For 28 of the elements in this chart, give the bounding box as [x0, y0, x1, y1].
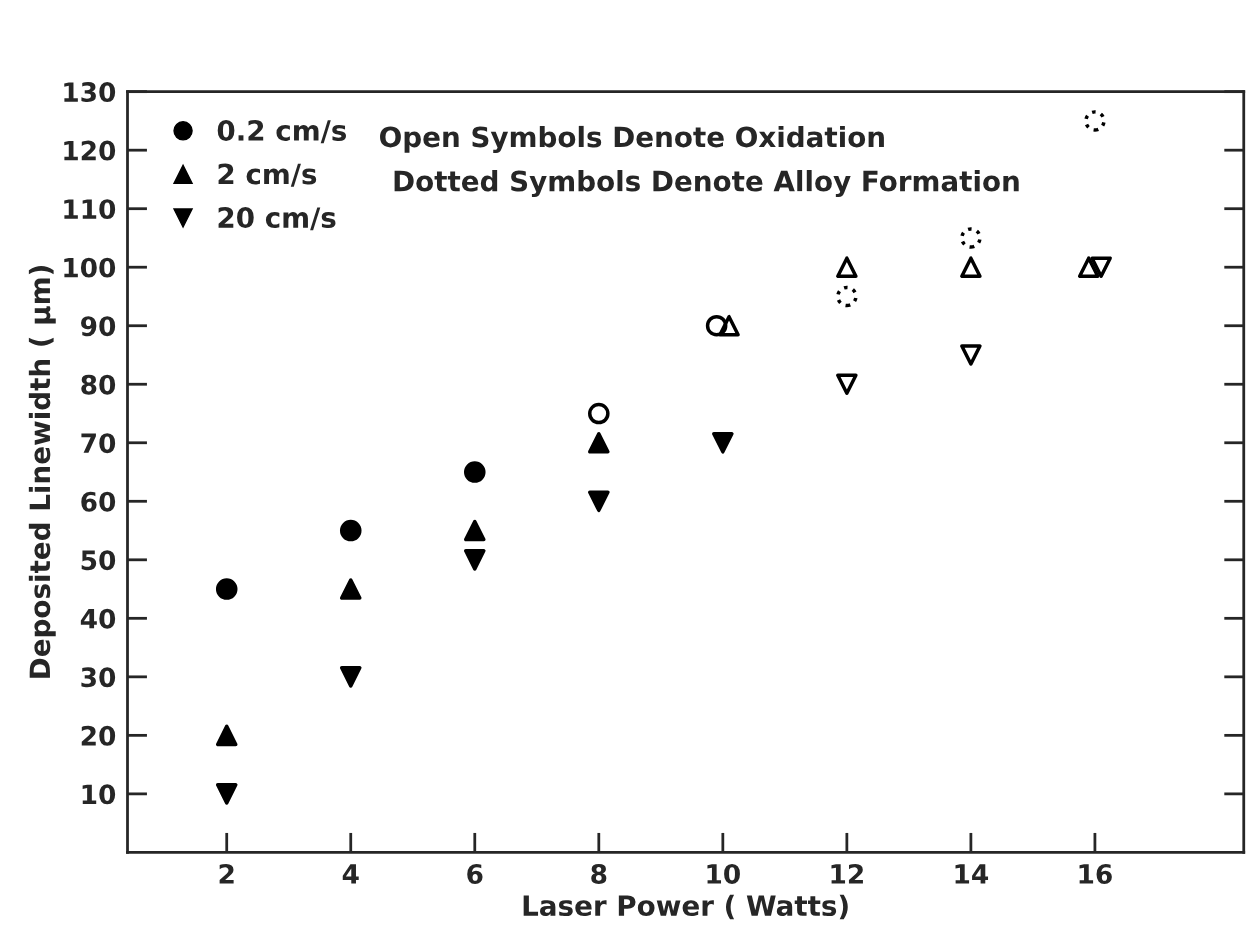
y-tick-label: 100 [64, 257, 116, 278]
y-tick-label: 120 [64, 140, 116, 161]
y-tick-label: 90 [81, 316, 116, 337]
legend-label: 2 cm/s [218, 163, 317, 187]
x-tick-label: 16 [1079, 863, 1112, 884]
y-tick-label: 10 [82, 784, 116, 805]
y-tick-label: 110 [64, 199, 116, 220]
y-tick-label: 30 [81, 667, 116, 688]
y-tick-label: 130 [64, 82, 116, 103]
legend-label: 0.2 cm/s [217, 119, 347, 144]
annotation: Dotted Symbols Denote Alloy Formation [394, 170, 1019, 198]
annotation: Open Symbols Denote Oxidation [380, 125, 884, 153]
x-tick-label: 6 [467, 863, 483, 884]
y-tick-label: 40 [80, 608, 116, 629]
y-tick-label: 80 [81, 374, 116, 395]
x-tick-label: 8 [591, 863, 607, 884]
y-tick-label: 70 [81, 433, 116, 454]
x-tick-label: 10 [707, 863, 740, 884]
x-tick-label: 12 [831, 863, 863, 884]
y-tick-label: 50 [81, 550, 116, 571]
x-tick-label: 2 [219, 863, 234, 884]
x-tick-label: 14 [955, 864, 989, 884]
x-axis-title: Laser Power ( Watts) [523, 894, 848, 920]
y-axis-title: Deposited Linewidth ( μm) [28, 266, 56, 678]
x-tick-label: 4 [342, 864, 359, 884]
y-tick-label: 60 [81, 491, 116, 512]
y-tick-label: 20 [81, 725, 116, 746]
legend-label: 20 cm/s [218, 207, 336, 231]
